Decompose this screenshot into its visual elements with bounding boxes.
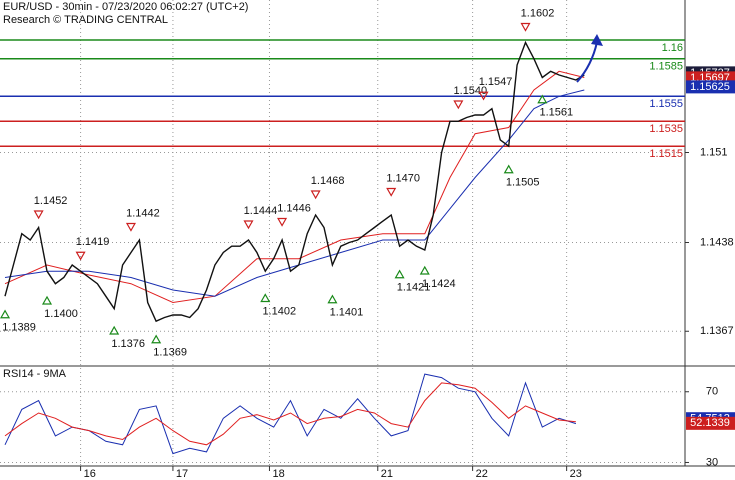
pivot-low-marker <box>41 295 53 305</box>
pivot-high-label: 1.1452 <box>34 195 68 207</box>
y-tick-label: 1.151 <box>700 146 728 158</box>
level-label: 1.1555 <box>649 98 683 110</box>
y-tick-label: 1.1438 <box>700 236 734 248</box>
level-label: 1.1585 <box>649 61 683 73</box>
pivot-high-marker <box>125 222 136 232</box>
x-tick-label: 16 <box>84 468 96 480</box>
pivot-low-marker <box>394 269 405 279</box>
moving-average <box>4 89 585 297</box>
pivot-high-marker <box>386 187 397 197</box>
pivot-high-label: 1.1547 <box>479 76 513 88</box>
pivot-low-label: 1.1400 <box>44 308 78 320</box>
x-tick-label: 18 <box>272 468 284 480</box>
pivot-low-label: 1.1561 <box>539 107 573 119</box>
pivot-low-marker <box>537 94 548 104</box>
x-tick-label: 23 <box>570 468 582 480</box>
price-tag-label: 1.15625 <box>690 81 730 93</box>
pivot-high-label: 1.1444 <box>244 205 278 217</box>
forecast-arrow <box>576 41 598 83</box>
price-tag-label: 52.1339 <box>690 417 730 429</box>
pivot-high-label: 1.1442 <box>126 207 160 219</box>
price-tag <box>686 80 735 94</box>
pivot-low-label: 1.1376 <box>111 338 145 350</box>
pivot-high-label: 1.1540 <box>454 85 488 97</box>
pivot-low-label: 1.1424 <box>422 278 456 290</box>
pivot-low-marker <box>151 334 162 344</box>
x-tick-label: 21 <box>381 468 393 480</box>
price-tag <box>686 416 735 430</box>
pivot-low-marker <box>109 325 120 335</box>
pivot-high-label: 1.1470 <box>386 172 420 184</box>
pivot-low-label: 1.1389 <box>2 322 36 334</box>
level-label: 1.16 <box>662 42 683 54</box>
chart-subtitle: Research © TRADING CENTRAL <box>3 14 168 26</box>
pivot-low-label: 1.1402 <box>262 305 296 317</box>
pivot-high-marker <box>520 22 531 32</box>
x-tick-label: 17 <box>176 468 188 480</box>
rsi-tick-label: 70 <box>706 386 718 398</box>
pivot-low-label: 1.1505 <box>506 177 540 189</box>
pivot-high-marker <box>243 220 254 230</box>
rsi-line <box>4 373 577 455</box>
pivot-high-marker <box>310 190 321 200</box>
moving-average <box>4 70 585 304</box>
rsi-line <box>4 382 576 446</box>
pivot-low-label: 1.1369 <box>153 347 187 359</box>
pivot-low-marker <box>0 309 11 319</box>
pivot-high-label: 1.1419 <box>76 236 110 248</box>
y-tick-label: 1.1367 <box>700 325 734 337</box>
pivot-high-marker <box>453 100 464 110</box>
pivot-high-marker <box>33 210 44 220</box>
pivot-high-label: 1.1602 <box>521 7 555 19</box>
pivot-high-label: 1.1468 <box>311 175 345 187</box>
forecast-arrow-head <box>591 34 603 46</box>
price-line <box>4 40 585 323</box>
pivot-low-marker <box>260 293 271 303</box>
x-tick-label: 22 <box>476 468 488 480</box>
chart-title: EUR/USD - 30min - 07/23/2020 06:02:27 (U… <box>3 1 248 13</box>
pivot-high-marker <box>478 91 489 101</box>
pivot-low-label: 1.1421 <box>397 282 431 294</box>
rsi-tick-label: 30 <box>706 456 718 468</box>
pivot-low-marker <box>327 294 338 304</box>
pivot-low-marker <box>419 265 430 275</box>
rsi-title: RSI14 - 9MA <box>3 368 67 380</box>
pivot-low-label: 1.1401 <box>330 307 364 319</box>
pivot-high-marker <box>277 217 288 227</box>
pivot-high-label: 1.1446 <box>277 202 311 214</box>
pivot-low-marker <box>503 164 514 174</box>
level-label: 1.1515 <box>649 148 683 160</box>
level-label: 1.1535 <box>649 123 683 135</box>
pivot-high-marker <box>75 251 86 261</box>
